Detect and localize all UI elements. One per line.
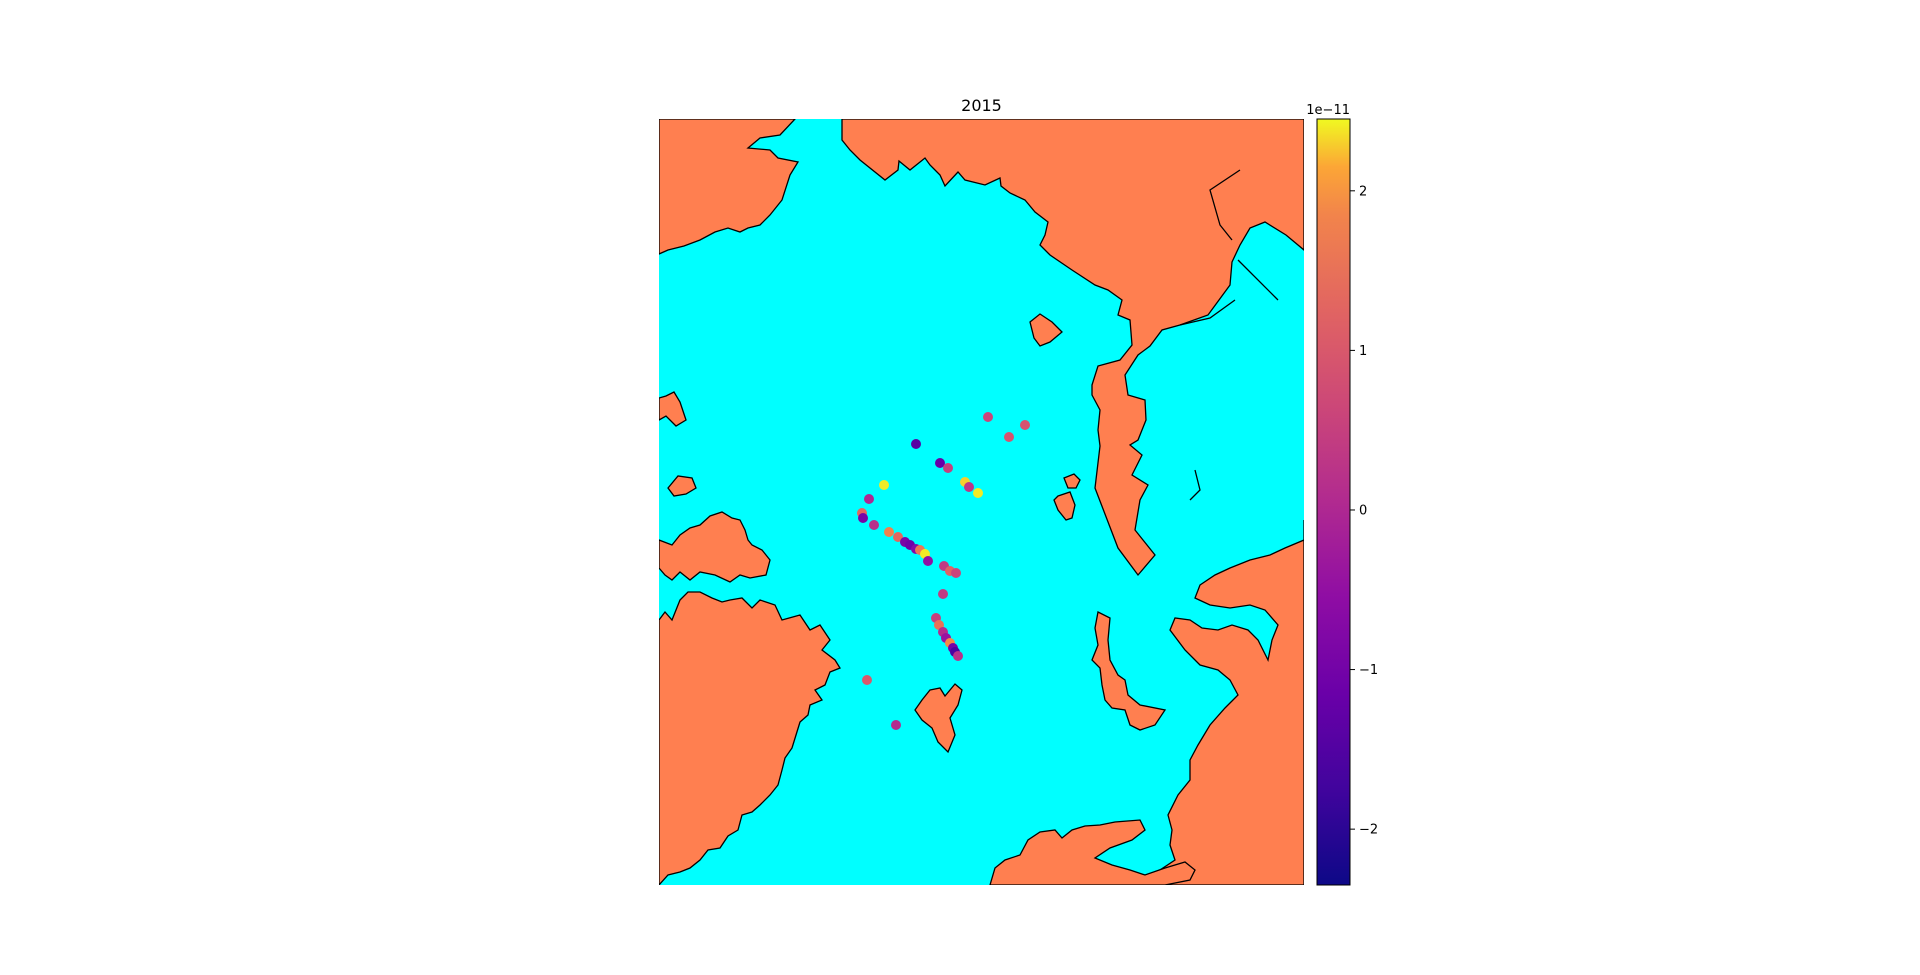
data-point (1020, 420, 1030, 430)
landmass-scandinavia (989, 819, 1196, 885)
data-point (879, 480, 889, 490)
map-axes (659, 119, 1304, 885)
scatter-points (857, 412, 1030, 730)
data-point (935, 458, 945, 468)
data-point (864, 494, 874, 504)
island-svalbard (914, 683, 963, 754)
data-point (884, 527, 894, 537)
landmass-greenland (659, 591, 841, 885)
colorbar-tick-label: 0 (1359, 503, 1367, 518)
island-franz-josef (1053, 491, 1076, 521)
data-point (891, 720, 901, 730)
colorbar-tick-label: −1 (1359, 663, 1378, 678)
data-point (951, 568, 961, 578)
island-ellesmere-north (667, 475, 697, 497)
data-point (1004, 432, 1014, 442)
data-point (893, 532, 903, 542)
data-point (858, 513, 868, 523)
island-east-siberian (1029, 313, 1063, 347)
map-title: 2015 (961, 96, 1002, 115)
coastline-siberia-river-1 (1209, 169, 1241, 241)
landmass-right (1149, 520, 1304, 885)
landmass-top-left (659, 119, 800, 255)
colorbar-tick-label: −2 (1359, 823, 1378, 838)
island-novaya-zemlya (1091, 611, 1167, 731)
colorbar-tick-label: 2 (1359, 184, 1367, 199)
data-point (938, 589, 948, 599)
island-small-right (1063, 473, 1081, 489)
data-point (862, 675, 872, 685)
data-point (911, 439, 921, 449)
data-point (964, 482, 974, 492)
data-point (943, 463, 953, 473)
coastline-kara-inlet (1189, 469, 1201, 501)
data-point (869, 520, 879, 530)
colorbar-offset-label: 1e−11 (1306, 103, 1350, 118)
archipelago-canada (659, 511, 771, 583)
colorbar: 1e−11 2 1 0 −1 −2 (1306, 103, 1378, 886)
coastline-siberia-river-2 (1237, 259, 1279, 301)
colorbar-tick-label: 1 (1359, 344, 1367, 359)
colorbar-gradient (1316, 118, 1351, 886)
data-point (973, 488, 983, 498)
island-left-edge (659, 391, 687, 427)
data-point (983, 412, 993, 422)
data-point (953, 651, 963, 661)
data-point (923, 556, 933, 566)
landmass-top-right (841, 119, 1304, 577)
colorbar-ticks: 2 1 0 −1 −2 (1350, 184, 1378, 838)
coastline-siberia-river-3 (1179, 299, 1236, 326)
